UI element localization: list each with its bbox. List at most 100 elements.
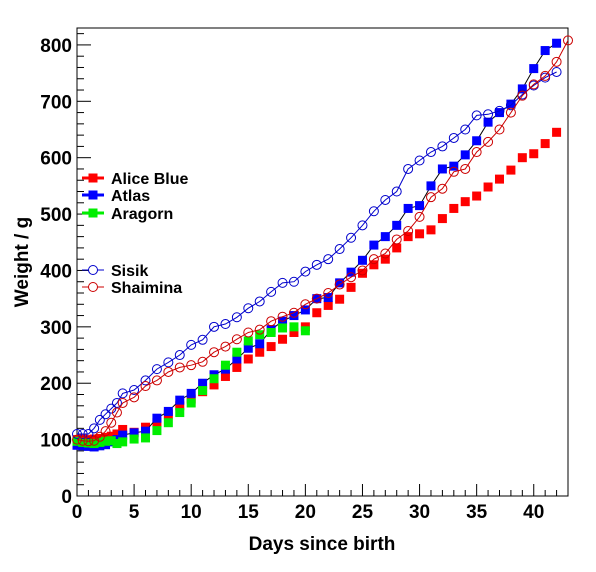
data-point-atlas	[175, 395, 185, 405]
data-point-sisik	[471, 110, 482, 121]
data-point-atlas	[243, 343, 253, 353]
data-point-aragorn	[186, 398, 196, 408]
data-point-alice-blue	[552, 127, 562, 137]
data-point-atlas	[369, 240, 379, 250]
data-point-sisik	[277, 277, 288, 288]
x-tick-label: 35	[466, 502, 488, 523]
legend-item-alice-blue: Alice Blue	[82, 171, 188, 188]
series-line-shaimina	[76, 40, 569, 442]
data-point-shaimina	[323, 288, 334, 299]
data-point-aragorn	[141, 433, 151, 443]
data-point-sisik	[94, 414, 105, 425]
data-point-aragorn	[72, 436, 82, 446]
data-point-shaimina	[151, 375, 162, 386]
y-tick-label: 700	[40, 92, 72, 113]
data-point-shaimina	[391, 234, 402, 245]
data-point-shaimina	[163, 366, 174, 377]
x-tick-label: 25	[352, 502, 374, 523]
data-point-sisik	[117, 388, 128, 399]
data-point-atlas	[289, 311, 299, 321]
legend-swatch-marker	[88, 265, 98, 275]
data-point-aragorn	[101, 436, 111, 446]
data-point-alice-blue	[220, 371, 230, 381]
data-point-shaimina	[505, 107, 516, 118]
data-point-shaimina	[72, 434, 82, 445]
data-point-shaimina	[460, 163, 471, 174]
data-point-alice-blue	[175, 401, 185, 411]
x-tick-label: 30	[409, 502, 430, 523]
data-point-shaimina	[111, 407, 122, 418]
data-point-aragorn	[106, 436, 116, 446]
data-point-alice-blue	[118, 424, 128, 434]
data-point-shaimina	[186, 360, 197, 371]
series-layer	[72, 35, 573, 452]
data-point-shaimina	[528, 79, 539, 90]
data-point-aragorn	[278, 323, 288, 333]
data-point-alice-blue	[266, 342, 276, 352]
data-point-sisik	[174, 350, 185, 361]
data-point-sisik	[288, 276, 299, 287]
data-point-alice-blue	[415, 229, 425, 239]
data-point-alice-blue	[335, 294, 345, 304]
series-atlas	[72, 38, 562, 452]
data-point-shaimina	[231, 334, 242, 345]
data-point-shaimina	[83, 436, 94, 447]
legend-swatch-marker	[88, 190, 98, 200]
data-point-shaimina	[403, 225, 414, 236]
y-tick-label: 600	[40, 149, 72, 170]
data-point-sisik	[111, 397, 122, 408]
data-point-shaimina	[540, 70, 551, 81]
data-point-shaimina	[94, 431, 105, 442]
data-point-sisik	[437, 141, 448, 152]
data-point-atlas	[529, 64, 539, 74]
data-point-shaimina	[197, 356, 208, 367]
legend-item-sisik: Sisik	[82, 263, 148, 280]
x-tick-label: 15	[238, 502, 260, 523]
data-point-shaimina	[140, 381, 151, 392]
data-point-sisik	[254, 296, 265, 307]
data-point-alice-blue	[426, 225, 436, 235]
data-point-atlas	[335, 278, 345, 288]
data-point-shaimina	[100, 426, 111, 437]
data-point-shaimina	[77, 435, 88, 446]
data-point-aragorn	[129, 434, 139, 444]
data-point-atlas	[517, 84, 527, 94]
data-point-alice-blue	[540, 139, 550, 149]
data-point-sisik	[346, 232, 357, 243]
series-sisik	[72, 66, 562, 439]
legend-label: Aragorn	[111, 206, 173, 223]
data-point-sisik	[323, 254, 334, 265]
data-point-alice-blue	[449, 203, 459, 213]
data-point-atlas	[449, 161, 459, 171]
data-point-sisik	[243, 303, 254, 314]
y-tick-label: 200	[40, 374, 72, 395]
data-point-sisik	[77, 428, 88, 439]
data-point-shaimina	[334, 279, 345, 290]
data-point-alice-blue	[255, 347, 265, 357]
data-point-aragorn	[83, 438, 93, 448]
data-point-sisik	[460, 124, 471, 135]
legend-swatch-marker	[88, 208, 98, 218]
data-point-atlas	[346, 267, 356, 277]
data-point-alice-blue	[529, 149, 539, 159]
series-line-atlas	[76, 42, 557, 448]
data-point-alice-blue	[278, 334, 288, 344]
legend-item-aragorn: Aragorn	[82, 206, 173, 223]
data-point-alice-blue	[152, 418, 162, 428]
data-point-sisik	[186, 339, 197, 350]
data-point-sisik	[368, 206, 379, 217]
data-point-alice-blue	[392, 243, 402, 253]
data-point-aragorn	[89, 439, 99, 449]
data-point-shaimina	[266, 316, 277, 327]
data-point-alice-blue	[460, 197, 470, 207]
data-point-shaimina	[254, 324, 265, 335]
data-point-sisik	[414, 155, 425, 166]
data-point-sisik	[494, 105, 505, 116]
data-point-shaimina	[288, 307, 299, 318]
data-point-sisik	[231, 312, 242, 323]
data-point-sisik	[266, 286, 277, 297]
data-point-alice-blue	[323, 300, 333, 310]
plot-frame	[76, 27, 569, 497]
